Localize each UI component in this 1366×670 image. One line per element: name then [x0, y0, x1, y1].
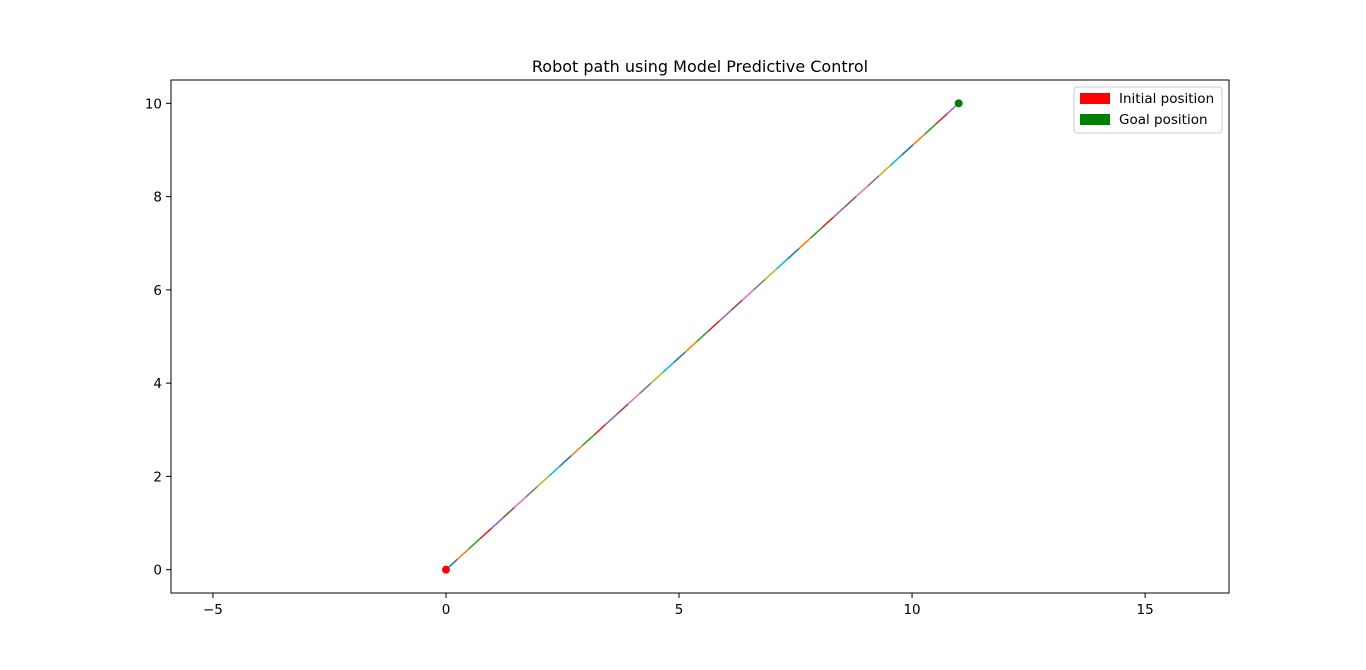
path-segment	[787, 247, 800, 260]
path-segment	[650, 372, 663, 384]
path-segment	[764, 268, 777, 281]
path-segment	[912, 133, 926, 146]
legend: Initial position Goal position	[1073, 86, 1223, 134]
path-segment	[502, 506, 515, 519]
path-segment	[866, 175, 880, 187]
path-segment	[491, 517, 504, 529]
path-segment	[923, 123, 937, 136]
path-segment	[718, 309, 732, 322]
axes-frame	[170, 79, 1230, 594]
path-segment	[889, 154, 903, 167]
path-segment	[582, 434, 595, 446]
y-tick-label: 0	[153, 563, 162, 579]
path-segment	[821, 216, 834, 229]
x-tick-label: 15	[1137, 602, 1154, 618]
position-markers	[441, 99, 963, 574]
x-axis-ticks: −5 0 5 10 15	[203, 593, 1154, 618]
path-segment	[696, 330, 709, 343]
path-segment	[810, 227, 823, 239]
legend-swatch-initial	[1080, 93, 1110, 104]
goal-position-marker	[954, 99, 963, 108]
path-segment	[661, 361, 675, 374]
x-tick-label: −5	[203, 602, 223, 618]
plot-area	[170, 79, 1230, 594]
path-segment	[468, 537, 481, 550]
path-segment	[741, 289, 755, 301]
path-segment	[901, 144, 914, 156]
path-segment	[627, 392, 641, 405]
legend-label-goal: Goal position	[1119, 112, 1208, 128]
path-segment	[570, 444, 584, 457]
y-tick-label: 2	[153, 469, 162, 485]
path-segment	[798, 237, 812, 250]
path-segment	[536, 475, 550, 488]
path-segment	[525, 486, 538, 498]
x-tick-label: 10	[903, 602, 920, 618]
x-tick-label: 0	[442, 602, 451, 618]
legend-swatch-goal	[1080, 114, 1110, 125]
path-segment	[707, 320, 720, 332]
path-segment	[753, 278, 766, 291]
path-segment	[844, 195, 857, 208]
initial-position-marker	[441, 565, 450, 574]
y-axis-ticks: 0 2 4 6 8 10	[145, 96, 171, 579]
path-segment	[456, 548, 470, 560]
path-segment	[513, 496, 527, 509]
y-tick-label: 6	[153, 283, 162, 299]
y-tick-label: 4	[153, 376, 162, 392]
path-segment	[616, 403, 629, 415]
robot-path	[445, 102, 960, 571]
path-segment	[547, 465, 561, 478]
y-tick-label: 8	[153, 190, 162, 206]
path-segment	[775, 258, 789, 270]
y-tick-label: 10	[145, 96, 162, 112]
path-segment	[673, 351, 686, 364]
path-segment	[639, 382, 652, 395]
x-tick-label: 5	[675, 602, 684, 618]
path-segment	[593, 423, 607, 436]
path-segment	[832, 206, 846, 218]
path-segment	[730, 299, 743, 312]
path-segment	[684, 341, 698, 353]
path-segment	[479, 527, 493, 540]
path-segment	[935, 113, 948, 125]
path-segment	[559, 455, 572, 467]
path-segment	[604, 413, 618, 426]
legend-box	[1073, 86, 1223, 134]
path-segment	[878, 164, 891, 177]
path-segment	[855, 185, 869, 198]
legend-label-initial: Initial position	[1119, 91, 1214, 107]
chart-title: Robot path using Model Predictive Contro…	[532, 57, 868, 76]
